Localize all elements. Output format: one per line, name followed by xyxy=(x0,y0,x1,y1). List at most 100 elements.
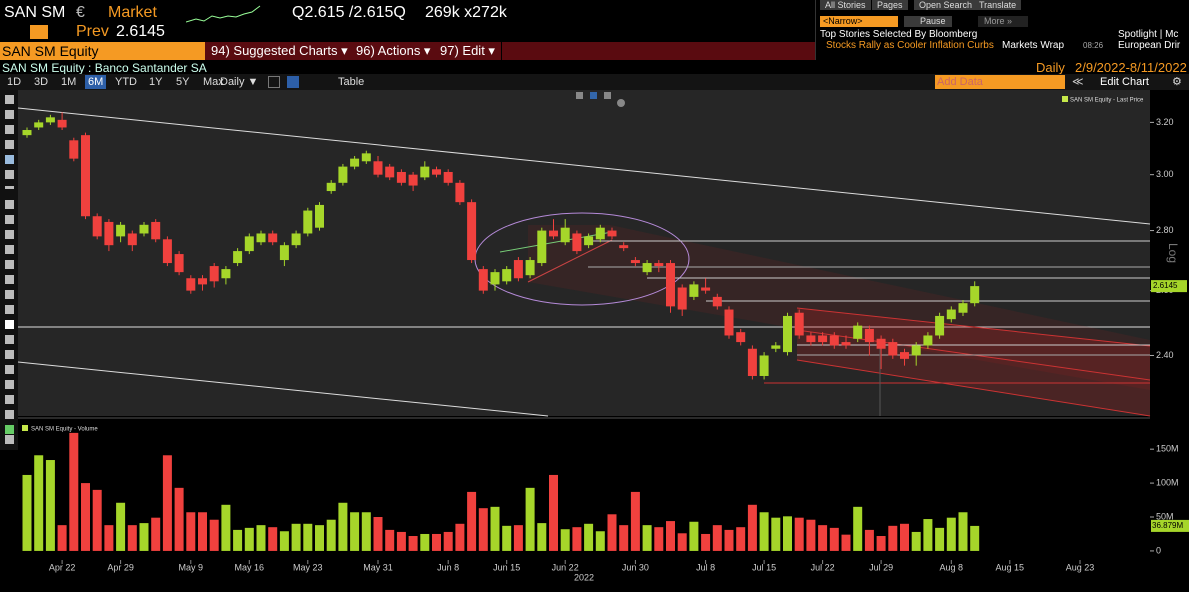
add-data-input[interactable]: Add Data xyxy=(935,75,1065,89)
candle-body xyxy=(677,287,687,310)
period-button[interactable]: 1Y xyxy=(149,76,163,88)
settings-icon[interactable]: ⚙ xyxy=(1172,76,1182,88)
pause-button[interactable]: Pause xyxy=(904,16,952,27)
volume-bar xyxy=(876,536,886,551)
volume-bar xyxy=(560,529,570,551)
y-tick-label: 2.80 xyxy=(1156,225,1174,235)
period-button[interactable]: YTD xyxy=(115,76,137,88)
volume-bar xyxy=(970,525,980,551)
volume-bar xyxy=(572,527,582,551)
candle-body xyxy=(408,174,418,186)
volume-bar xyxy=(162,455,172,551)
candle-body xyxy=(350,158,360,167)
candle-body xyxy=(970,286,980,304)
menu-item[interactable]: 94) Suggested Charts ▾ xyxy=(205,42,355,60)
spotlight-item[interactable]: European Drir xyxy=(1118,40,1181,51)
candle-body xyxy=(490,272,500,285)
candle-body xyxy=(467,202,477,261)
legend-swatch xyxy=(22,425,28,431)
candle-body xyxy=(724,309,734,336)
news-headline[interactable]: Stocks Rally as Cooler Inflation Curbs xyxy=(826,40,994,51)
period-button[interactable]: 3D xyxy=(34,76,49,88)
candle-body xyxy=(233,251,243,264)
candle-body xyxy=(116,224,126,237)
candle-body xyxy=(174,254,184,273)
candle-body xyxy=(198,278,207,285)
news-tab[interactable]: Pages xyxy=(872,0,908,10)
interval-select[interactable]: Daily ▼ xyxy=(220,76,259,88)
security-field[interactable]: SAN SM Equity xyxy=(0,42,205,60)
candle-body xyxy=(900,352,909,359)
y-tick-label: 2.40 xyxy=(1156,350,1174,360)
sidebar xyxy=(0,90,18,450)
volume-bar xyxy=(783,516,792,551)
y-tick-label: 50M xyxy=(1156,511,1174,521)
news-tab[interactable]: Open Search xyxy=(914,0,978,10)
volume-bar xyxy=(467,491,477,551)
news-tab[interactable]: All Stories xyxy=(820,0,871,10)
session: Market xyxy=(108,4,157,21)
candle-body xyxy=(654,263,664,267)
volume-bar xyxy=(549,474,558,551)
volume-bar xyxy=(584,523,594,551)
period-button[interactable]: 6M xyxy=(85,75,107,89)
menu-item[interactable]: 96) Actions ▾ xyxy=(350,42,438,60)
period-button[interactable]: 1D xyxy=(7,76,22,88)
candle-body xyxy=(69,140,79,159)
volume-bar xyxy=(81,483,90,551)
volume-bar xyxy=(139,523,149,551)
candle-body xyxy=(888,342,898,356)
volume-bar xyxy=(946,517,956,551)
period-button[interactable]: Max xyxy=(203,76,224,88)
volume-bar xyxy=(666,521,675,551)
volume-bar xyxy=(233,529,243,551)
period-button[interactable]: 5Y xyxy=(176,76,190,88)
volume-bar xyxy=(432,533,441,551)
tool-icon[interactable] xyxy=(287,76,299,88)
candle-body xyxy=(666,263,675,307)
candle-body xyxy=(396,171,406,183)
news-tab[interactable]: Translate xyxy=(974,0,1022,10)
volume-bar xyxy=(490,506,500,551)
volume-bar xyxy=(630,491,640,551)
x-tick-label: May 9 xyxy=(179,562,204,572)
frequency: Daily xyxy=(1036,60,1065,75)
volume-bar xyxy=(45,460,55,551)
edit-chart-button[interactable]: Edit Chart xyxy=(1100,76,1149,88)
menu-item[interactable]: 97) Edit ▾ xyxy=(434,42,502,60)
price-panel xyxy=(18,90,1150,416)
volume-bar xyxy=(326,519,336,551)
candle-body xyxy=(701,287,711,291)
ticker: SAN SM xyxy=(4,4,66,21)
candle-body xyxy=(712,296,722,307)
candle-body xyxy=(572,233,582,252)
candle-body xyxy=(22,130,32,136)
volume-bar xyxy=(525,487,535,551)
volume-bar xyxy=(607,514,617,551)
market-icon xyxy=(30,25,48,39)
volume-bar xyxy=(373,517,383,551)
candle-body xyxy=(794,312,804,336)
period-button[interactable]: 1M xyxy=(61,76,77,88)
volume-bar xyxy=(385,529,395,551)
more-button[interactable]: More » xyxy=(978,16,1028,27)
volume-bar xyxy=(701,533,711,551)
candle-body xyxy=(338,166,348,183)
x-tick-label: Jul 22 xyxy=(811,562,835,572)
tool-icon[interactable] xyxy=(268,76,280,88)
candle-body xyxy=(443,171,453,183)
table-button[interactable]: Table xyxy=(338,76,365,88)
volume-bar xyxy=(888,525,898,551)
x-tick-label: May 16 xyxy=(235,562,265,572)
y-tick-label: 150M xyxy=(1156,444,1179,454)
volume-bar xyxy=(747,504,757,551)
narrow-input[interactable]: <Narrow> xyxy=(820,16,898,27)
collapse-icon[interactable]: ≪ xyxy=(1072,76,1084,88)
candle-body xyxy=(911,345,921,356)
candle-body xyxy=(420,166,430,178)
volume-bar xyxy=(853,506,863,551)
candle-body xyxy=(864,328,874,343)
candle-body xyxy=(373,161,383,175)
candle-body xyxy=(923,335,933,346)
volume-bar xyxy=(958,512,968,551)
